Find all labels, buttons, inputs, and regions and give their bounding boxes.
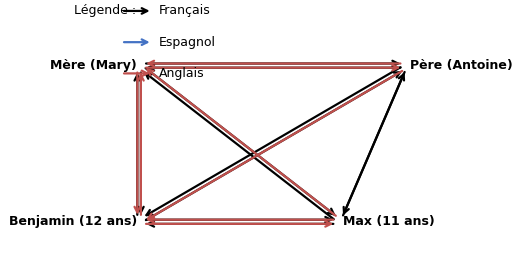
Text: Mère (Mary): Mère (Mary) (50, 59, 137, 72)
Text: Max (11 ans): Max (11 ans) (342, 215, 434, 228)
Text: Père (Antoine): Père (Antoine) (410, 59, 512, 72)
Text: Benjamin (12 ans): Benjamin (12 ans) (8, 215, 137, 228)
Text: Français: Français (159, 4, 211, 17)
Text: Anglais: Anglais (159, 67, 205, 80)
Text: Légende :: Légende : (74, 4, 136, 17)
Text: Espagnol: Espagnol (159, 36, 216, 49)
